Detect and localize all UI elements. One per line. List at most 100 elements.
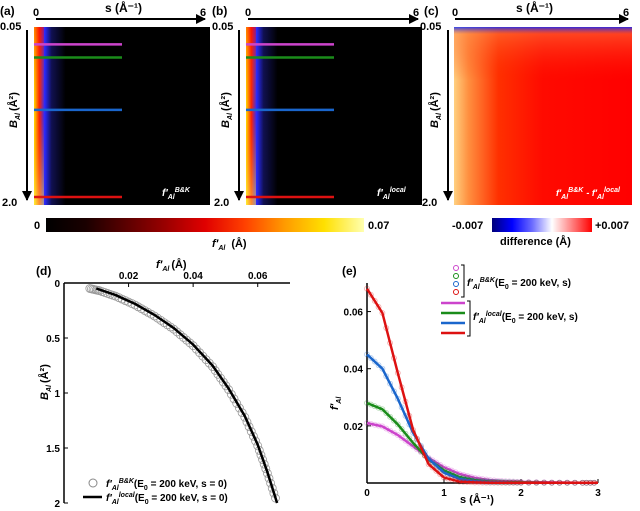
panel-e-legend-bk-bracket [461, 264, 465, 298]
panel-d-legend-0: f′AlB&K(E0 = 200 keV, s = 0) [106, 478, 227, 492]
colorbar-diff-title: difference (Å) [500, 235, 571, 248]
panel-e-legend-bk: f′AlB&K(E0 = 200 keV, s) [467, 277, 571, 291]
bk-point-series-0 [406, 440, 413, 447]
panel-c-b-label: BAl(Å²) [428, 92, 443, 128]
panel-c-b-tick-min: 0.05 [420, 21, 441, 33]
local-line-series-2 [366, 353, 598, 484]
bk-point-series-1 [402, 430, 409, 437]
bk-point-series-2 [375, 362, 382, 369]
bk-point-series-3 [433, 467, 440, 474]
bk-point [232, 399, 242, 408]
y-tick-label: 0.04 [344, 365, 364, 376]
local-line [95, 287, 279, 504]
bk-point [169, 324, 179, 334]
x-tick-label: 1 [441, 488, 447, 499]
x-tick-label: 0.02 [119, 271, 139, 282]
bk-point [240, 412, 250, 422]
x-tick-label: 0.06 [248, 271, 268, 282]
panel-c-s-tick-min: 0 [452, 7, 458, 19]
panel-a: (a) 0 6 s (Å⁻¹) 0.05 2.0 BAl(Å²) f′AlB&K [0, 0, 210, 209]
panel-a-b-label: BAl(Å²) [7, 92, 22, 128]
panel-e-marks [364, 285, 598, 486]
panel-b-label: (b) [212, 4, 227, 18]
bk-point [224, 385, 234, 395]
colorbar-map: 0 0.07 f′Al (Å) [34, 218, 389, 252]
bk-point-series-1 [429, 459, 436, 466]
bk-point-series-1 [383, 410, 390, 416]
panel-e-legend-local: f′Allocal(E0 = 200 keV, s) [473, 311, 578, 325]
colorbar-diff-max: +0.007 [595, 220, 629, 232]
panel-c-heatmap-shade [454, 27, 632, 205]
y-tick-label: 0 [54, 279, 60, 290]
panel-a-b-tick-max: 2.0 [2, 197, 17, 209]
bk-point-series-2 [437, 466, 444, 473]
local-line-series-3 [365, 288, 598, 484]
bk-point [149, 311, 159, 321]
bk-point-series-2 [371, 358, 378, 365]
x-tick-label: 0 [364, 488, 370, 499]
y-tick-label: 1 [54, 389, 60, 400]
panel-d-xlabel: f′Al (Å) [156, 258, 187, 273]
bk-point [185, 338, 195, 348]
bk-point [172, 327, 182, 337]
panel-e-legend-bk-marker-2 [453, 281, 459, 287]
panel-b-s-tick-min: 0 [245, 7, 251, 19]
panel-b-heatmap-shade [246, 27, 256, 205]
panel-c-s-label: s (Å⁻¹) [516, 0, 553, 15]
bk-point [179, 333, 188, 342]
bk-point [204, 358, 214, 368]
bk-point [188, 341, 198, 351]
panel-e-legend: f′AlB&K(E0 = 200 keV, s) f′Allocal(E0 = … [441, 264, 578, 337]
panel-d-ylabel: BAl(Å²) [38, 364, 53, 400]
panel-b-heatmap [246, 27, 422, 205]
panel-a-b-tick-min: 0.05 [0, 21, 21, 33]
bk-point [182, 335, 192, 345]
bk-point-series-3 [375, 304, 382, 310]
y-tick-label: 1.5 [46, 444, 60, 455]
panel-a-annotation: f′AlB&K [162, 187, 191, 201]
panel-a-heatmap [34, 27, 210, 205]
bk-point-series-3 [364, 285, 370, 292]
panel-b-b-tick-min: 0.05 [212, 21, 233, 33]
panel-b: (b) 0 6 0.05 2.0 BAl(Å²) f′Allocal [212, 4, 422, 209]
panel-a-heatmap-shade [34, 27, 44, 205]
bk-point-series-2 [429, 459, 436, 466]
y-tick-label: 0.02 [344, 422, 364, 433]
panel-c-b-tick-max: 2.0 [422, 197, 437, 209]
panel-b-lines [246, 43, 334, 199]
y-tick-label: 0.06 [344, 308, 364, 319]
bk-point [201, 355, 211, 365]
bk-point-series-1 [391, 417, 397, 424]
x-tick-label: 2 [518, 488, 524, 499]
panel-b-b-label: BAl(Å²) [219, 92, 234, 128]
panel-a-lines [34, 43, 122, 199]
panel-e-ylabel: f′Al [329, 396, 343, 410]
bk-point [226, 389, 236, 399]
bk-point-series-1 [398, 426, 405, 432]
bk-point-series-1 [387, 413, 394, 420]
panel-e-legend-bk-marker-3 [453, 289, 459, 295]
colorbar-diff-min: -0.007 [452, 220, 483, 232]
panel-e: (e) f′Al s (Å⁻¹) 0 1 2 3 0.02 0.04 0.06 f′AlB&… [329, 264, 601, 506]
bk-point [191, 344, 201, 354]
bk-point-series-1 [394, 421, 401, 428]
panel-b-annotation: f′Allocal [377, 187, 407, 201]
y-tick-label: 0.5 [46, 334, 60, 345]
panel-d-legend: f′AlB&K(E0 = 200 keV, s = 0) f′Allocal(E… [83, 478, 228, 506]
bk-point [166, 322, 175, 332]
bk-point-series-1 [406, 435, 413, 442]
panel-c: (c) 0 6 s (Å⁻¹) 0.05 2.0 BAl(Å²) f′AlB&K… [420, 0, 632, 209]
bk-point-series-2 [364, 351, 370, 358]
panel-d-marks [85, 284, 280, 504]
bk-point [159, 318, 169, 328]
bk-point-series-1 [410, 440, 417, 446]
bk-point [175, 330, 185, 340]
bk-point [153, 313, 163, 323]
bk-point-series-2 [433, 462, 440, 469]
panel-e-legend-bk-marker-0 [453, 265, 459, 271]
panel-a-label: (a) [0, 4, 15, 18]
bk-point-series-3 [437, 471, 444, 478]
panel-e-label: (e) [342, 264, 357, 278]
panel-d-axes: 0.02 0.04 0.06 0 0.5 1 1.5 2 [46, 271, 290, 510]
